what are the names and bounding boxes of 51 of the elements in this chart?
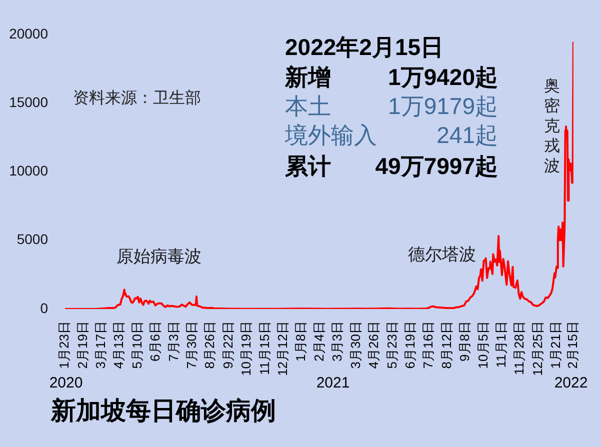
- x-tick-label: 11月28日: [512, 321, 527, 375]
- x-tick-label: 1月8日: [293, 321, 308, 362]
- y-tick-label: 0: [40, 300, 48, 316]
- y-tick-label: 5000: [16, 231, 48, 248]
- y-tick-label: 20000: [9, 25, 48, 42]
- text: 2020: [49, 374, 83, 392]
- x-tick-label: 2月19日: [74, 321, 90, 369]
- x-tick-label: 8月12日: [438, 321, 454, 369]
- text: 2021: [316, 374, 350, 392]
- x-tick-label: 4月13日: [111, 321, 126, 369]
- x-tick-label: 2月4日: [311, 321, 326, 362]
- x-tick-label: 5月23日: [384, 321, 400, 369]
- annotation: 累计: [285, 152, 331, 178]
- annotation: 49万7997起: [375, 152, 498, 178]
- x-tick-label: 7月3日: [166, 321, 181, 362]
- x-tick-label: 5月10日: [129, 321, 144, 369]
- x-tick-label: 3月30日: [348, 321, 363, 369]
- x-tick-label: 3月17日: [92, 321, 108, 369]
- x-tick-label: 1月23日: [56, 321, 72, 369]
- annotation: 原始病毒波: [116, 247, 202, 267]
- annotation: 奥密克戎波: [544, 77, 560, 177]
- x-tick-label: 7月30日: [184, 321, 200, 369]
- x-tick-label: 3月3日: [330, 321, 345, 362]
- x-tick-label: 8月26日: [202, 321, 218, 369]
- x-tick-label: 11月1日: [494, 321, 509, 368]
- x-tick-label: 10月19日: [238, 321, 254, 376]
- annotation: 德尔塔波: [408, 245, 476, 265]
- annotation: 新增: [285, 64, 331, 90]
- annotation: 境外输入: [285, 122, 377, 148]
- x-tick-label: 10月5日: [475, 321, 490, 369]
- y-tick-label: 10000: [9, 162, 48, 179]
- annotation: 2022年2月15日: [285, 34, 444, 60]
- x-tick-label: 4月26日: [366, 321, 382, 369]
- annotation: 本土: [285, 93, 331, 119]
- annotation: 241起: [436, 122, 498, 148]
- annotation: 1万9420起: [388, 64, 498, 90]
- x-tick-label: 12月25日: [530, 321, 545, 376]
- x-tick-label: 6月19日: [402, 321, 418, 369]
- x-tick-label: 9月22日: [220, 321, 236, 369]
- x-tick-label: 2月15日: [564, 321, 580, 369]
- x-tick-label: 1月21日: [548, 321, 564, 369]
- x-tick-label: 11月15日: [256, 321, 272, 375]
- x-tick-label: 12月12日: [275, 321, 290, 376]
- x-tick-label: 6月6日: [148, 321, 163, 362]
- text: 新加坡每日确诊病例: [51, 396, 276, 426]
- y-tick-label: 15000: [9, 94, 48, 110]
- annotation: 资料来源：卫生部: [73, 90, 201, 108]
- annotation: 1万9179起: [388, 93, 498, 119]
- text: 2022: [554, 374, 588, 392]
- x-tick-label: 7月16日: [420, 321, 436, 369]
- x-tick-label: 9月8日: [457, 321, 472, 362]
